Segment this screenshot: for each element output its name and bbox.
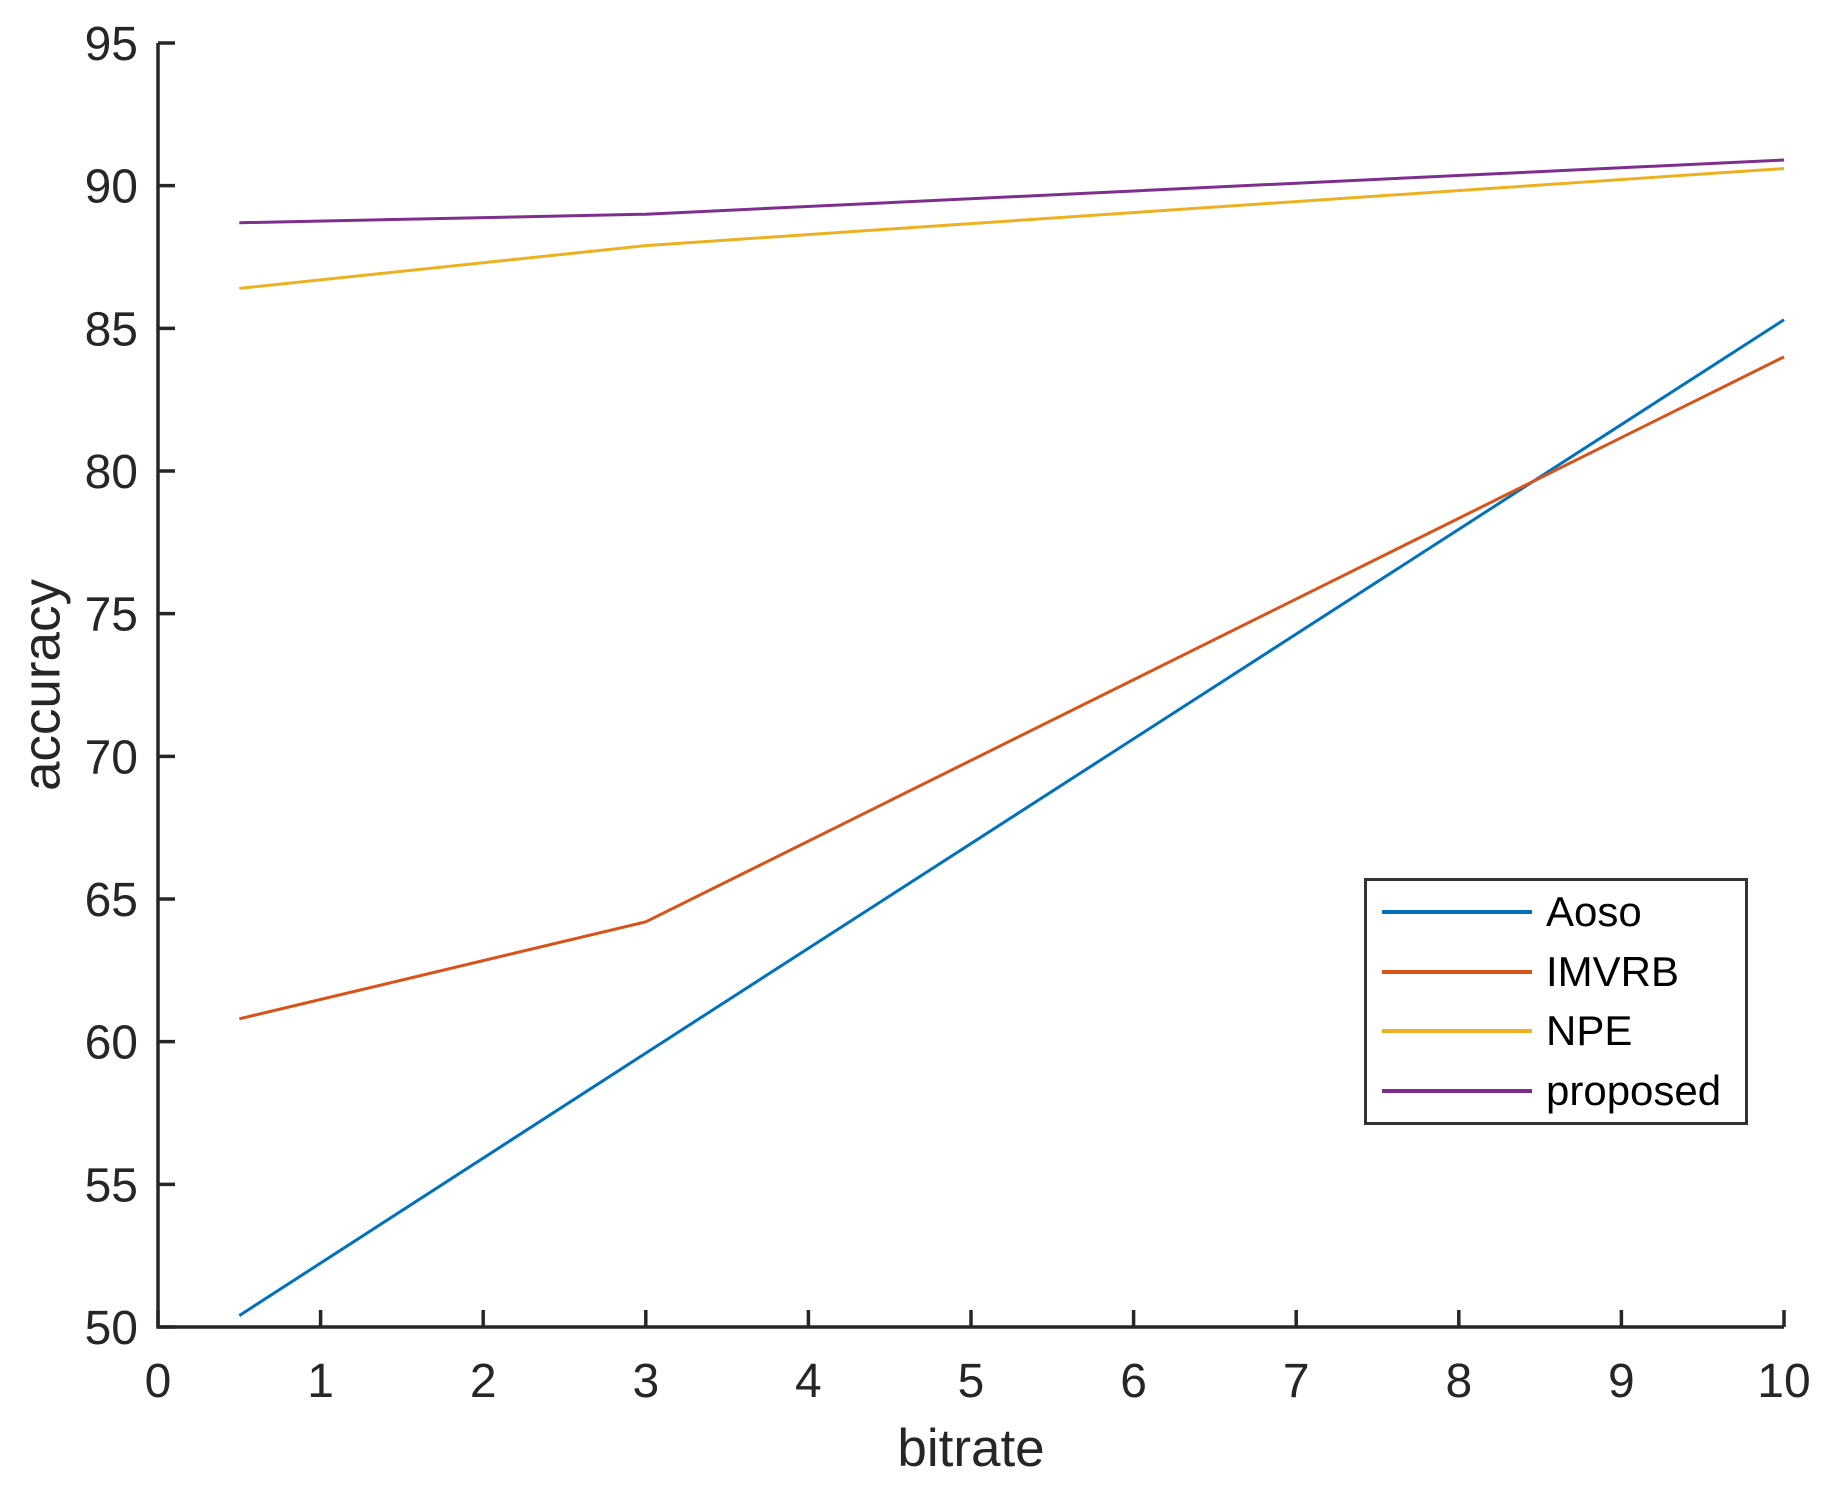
legend-item-proposed: proposed: [1367, 1062, 1745, 1120]
legend-item-imvrb: IMVRB: [1367, 943, 1745, 1001]
x-tick-label: 4: [795, 1355, 822, 1408]
legend-label: proposed: [1546, 1067, 1722, 1115]
x-axis-label: bitrate: [897, 1419, 1045, 1478]
x-tick-label: 2: [470, 1355, 497, 1408]
y-tick-label: 50: [85, 1302, 138, 1355]
series-line-npe: [239, 167, 1785, 290]
y-tick-label: 80: [85, 446, 138, 499]
x-tick-label: 1: [307, 1355, 334, 1408]
y-tick-label: 85: [85, 303, 138, 356]
y-tick-label: 70: [85, 731, 138, 784]
y-tick-label: 90: [85, 161, 138, 214]
y-tick-label: 65: [85, 874, 138, 927]
legend-swatch-aoso: [1382, 909, 1532, 914]
y-tick-label: 60: [85, 1017, 138, 1070]
y-tick-label: 95: [85, 18, 138, 71]
x-tick-label: 5: [958, 1355, 985, 1408]
legend-swatch-npe: [1382, 1029, 1532, 1034]
x-tick-label: 0: [145, 1355, 172, 1408]
x-tick-label: 9: [1608, 1355, 1635, 1408]
legend-item-aoso: Aoso: [1367, 883, 1745, 941]
y-tick-label: 75: [85, 589, 138, 642]
series-line-proposed: [239, 158, 1785, 225]
y-axis-label: accuracy: [12, 578, 72, 792]
legend-label: IMVRB: [1546, 947, 1680, 995]
legend-label: NPE: [1546, 1007, 1633, 1055]
x-tick-label: 3: [632, 1355, 659, 1408]
legend: Aoso IMVRB NPE proposed: [1364, 878, 1748, 1125]
axis-spine: [156, 43, 1784, 1329]
legend-swatch-proposed: [1382, 1089, 1532, 1094]
legend-swatch-imvrb: [1382, 969, 1532, 974]
x-tick-label: 8: [1445, 1355, 1472, 1408]
x-tick-label: 7: [1283, 1355, 1310, 1408]
x-tick-label: 10: [1757, 1355, 1810, 1408]
series-line-aoso: [238, 318, 1785, 1317]
y-tick-label: 55: [85, 1159, 138, 1212]
x-tick-label: 6: [1120, 1355, 1147, 1408]
legend-label: Aoso: [1546, 887, 1642, 935]
legend-item-npe: NPE: [1367, 1002, 1745, 1060]
series-line-imvrb: [238, 355, 1785, 1021]
